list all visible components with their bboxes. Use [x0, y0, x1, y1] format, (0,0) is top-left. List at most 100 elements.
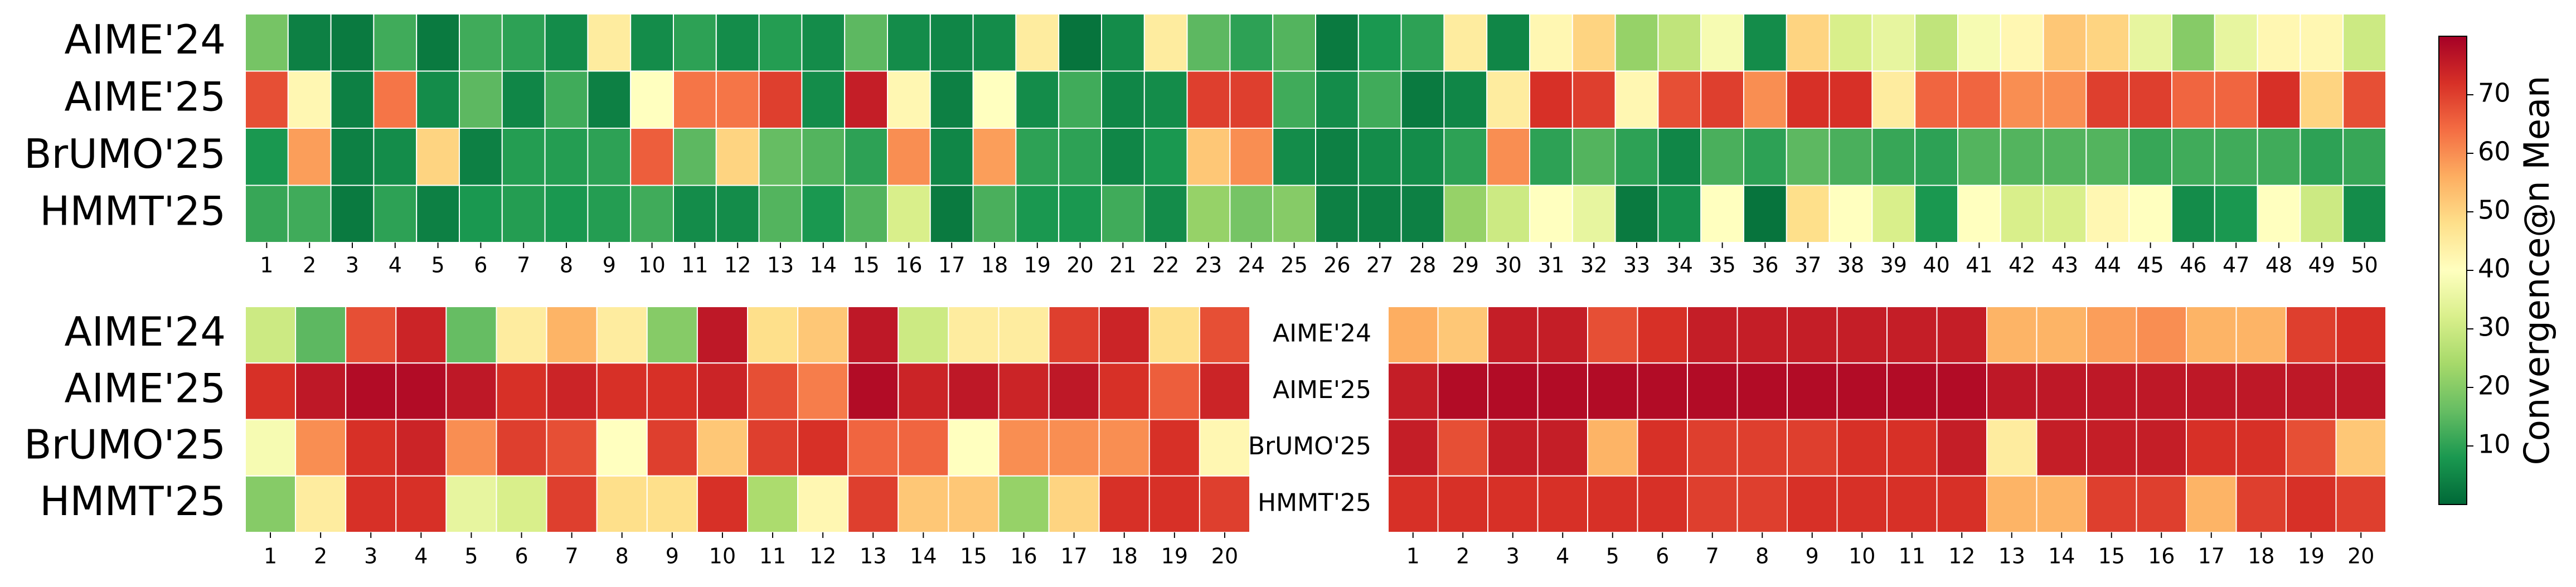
x-tick-label: 16 — [1010, 544, 1037, 569]
x-tick-label: 47 — [2223, 253, 2249, 278]
heatmap-cell — [373, 185, 418, 243]
heatmap-cell — [1199, 419, 1250, 477]
row-label: HMMT'25 — [40, 478, 226, 525]
x-tick-label: 15 — [960, 544, 987, 569]
heatmap-cell — [1587, 306, 1638, 364]
heatmap-cell — [1871, 70, 1916, 129]
heatmap-cell — [1637, 306, 1688, 364]
heatmap-cell — [630, 70, 674, 129]
heatmap-cell — [1186, 128, 1231, 186]
heatmap-cell — [2257, 128, 2301, 186]
x-tick-label: 24 — [1238, 253, 1265, 278]
row-label: HMMT'25 — [1258, 488, 1371, 517]
heatmap-cell — [2186, 362, 2237, 420]
heatmap-cell — [1614, 128, 1659, 186]
x-tick-label: 34 — [1666, 253, 1693, 278]
heatmap-cell — [1486, 70, 1530, 129]
heatmap-cell — [1148, 306, 1200, 364]
heatmap-cell — [2214, 70, 2258, 129]
heatmap-cell — [797, 362, 849, 420]
heatmap-cell — [1148, 362, 1200, 420]
heatmap-cell — [1098, 362, 1150, 420]
heatmap-cell — [844, 13, 888, 72]
x-tick-label: 4 — [1556, 544, 1569, 569]
heatmap-cell — [1487, 475, 1539, 533]
heatmap-cell — [1614, 185, 1659, 243]
heatmap-cell — [1487, 419, 1539, 477]
heatmap-cell — [2000, 13, 2044, 72]
heatmap-cell — [801, 70, 846, 129]
heatmap-cell — [1098, 475, 1150, 533]
heatmap-cell — [1229, 128, 1274, 186]
heatmap-cell — [546, 362, 598, 420]
heatmap-cell — [345, 475, 397, 533]
heatmap-cell — [1357, 128, 1402, 186]
heatmap-cell — [2043, 13, 2087, 72]
x-tick-label: 7 — [1706, 544, 1719, 569]
heatmap-cell — [459, 13, 503, 72]
x-tick-label: 46 — [2180, 253, 2206, 278]
heatmap-cell — [673, 13, 717, 72]
heatmap-cell — [1871, 185, 1916, 243]
heatmap-cell — [1357, 70, 1402, 129]
heatmap-cell — [747, 475, 799, 533]
row-label: AIME'25 — [1273, 376, 1371, 404]
x-tick-label: 18 — [1111, 544, 1138, 569]
colorbar: 10 20 30 40 50 60 70 Convergence@n Mean — [2438, 36, 2557, 505]
heatmap-cell — [1357, 185, 1402, 243]
heatmap-cell — [345, 306, 397, 364]
x-tick-label: 16 — [2148, 544, 2175, 569]
heatmap-cell — [1700, 70, 1744, 129]
heatmap-cell — [1058, 13, 1102, 72]
x-tick-label: 36 — [1752, 253, 1778, 278]
heatmap-cell — [797, 419, 849, 477]
heatmap-cell — [801, 13, 846, 72]
heatmap-cell — [1186, 70, 1231, 129]
x-tick-label: 12 — [724, 253, 751, 278]
heatmap-cell — [972, 70, 1017, 129]
heatmap-cell — [1687, 419, 1738, 477]
heatmap-cell — [1048, 419, 1100, 477]
heatmap-cell — [2214, 185, 2258, 243]
x-tick-label: 1 — [260, 253, 273, 278]
heatmap-cell — [948, 306, 1000, 364]
heatmap-cell — [696, 475, 749, 533]
heatmap-cell — [459, 70, 503, 129]
heatmap-cell — [596, 362, 648, 420]
heatmap-cell — [1828, 70, 1873, 129]
heatmap-cell — [1101, 185, 1145, 243]
colorbar-tick-label: 10 — [2478, 429, 2511, 459]
heatmap-cell — [1537, 306, 1588, 364]
x-tick-label: 13 — [767, 253, 794, 278]
x-tick-label: 18 — [2248, 544, 2274, 569]
heatmap-cell — [416, 128, 460, 186]
heatmap-cell — [546, 475, 598, 533]
heatmap-cell — [1637, 362, 1688, 420]
heatmap-cell — [1736, 306, 1788, 364]
heatmap-cell — [1272, 185, 1316, 243]
heatmap-cell — [2136, 362, 2187, 420]
heatmap-cell — [1786, 185, 1830, 243]
x-tick-label: 9 — [1806, 544, 1819, 569]
heatmap-cell — [1315, 185, 1359, 243]
heatmap-cell — [544, 185, 589, 243]
heatmap-cell — [445, 475, 497, 533]
heatmap-cell — [1743, 13, 1787, 72]
heatmap-cell — [715, 13, 760, 72]
heatmap-cell — [1272, 70, 1316, 129]
x-tick-label: 21 — [1109, 253, 1136, 278]
heatmap-cell — [295, 362, 347, 420]
heatmap-cell — [673, 70, 717, 129]
heatmap-cell — [2214, 128, 2258, 186]
heatmap-cell — [2000, 70, 2044, 129]
heatmap-cell — [2171, 128, 2215, 186]
heatmap-cell — [2186, 475, 2237, 533]
heatmap-cell — [587, 70, 632, 129]
heatmap-cell — [1614, 70, 1659, 129]
heatmap-cell — [1986, 419, 2037, 477]
heatmap-cell — [715, 185, 760, 243]
heatmap-cell — [1529, 70, 1573, 129]
heatmap-cell — [496, 306, 547, 364]
heatmap-cell — [2128, 70, 2172, 129]
